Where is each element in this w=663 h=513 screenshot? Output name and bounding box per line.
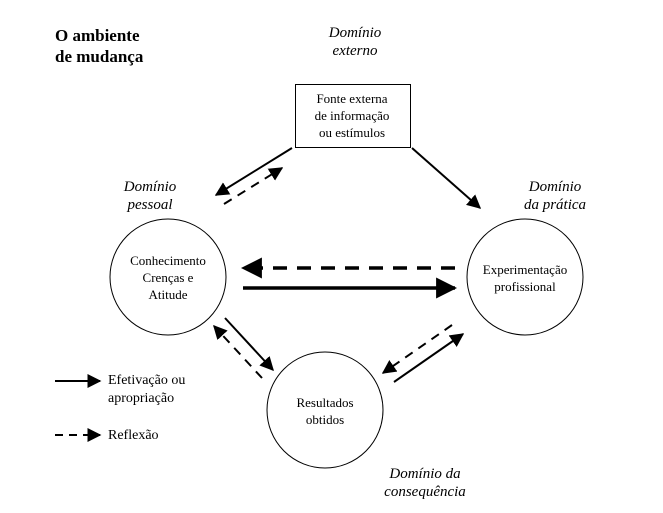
arrow-conhecimento-to-resultados-solid — [225, 318, 273, 370]
label-pessoal: Domínio pessoal — [115, 178, 185, 214]
title-line1: O ambiente — [55, 26, 140, 45]
label-externo: Domínio externo — [320, 24, 390, 60]
node-experimentacao-text: Experimentação profissional — [472, 262, 578, 296]
label-consequencia: Domínio da consequência — [370, 465, 480, 501]
legend-solid-text: Efetivação ou apropriação — [108, 372, 185, 407]
node-externo-text: Fonte externa de informação ou estímulos — [297, 91, 407, 142]
title-line2: de mudança — [55, 47, 143, 66]
label-pratica: Domínio da prática — [510, 178, 600, 214]
diagram-canvas — [0, 0, 663, 513]
arrow-externo-to-conhecimento-solid — [216, 148, 292, 195]
node-resultados-text: Resultados obtidos — [280, 395, 370, 429]
arrow-conhecimento-to-externo-dashed — [224, 168, 282, 204]
diagram-title: O ambiente de mudança — [55, 25, 143, 68]
legend-dashed-text: Reflexão — [108, 427, 159, 445]
arrow-externo-to-experimentacao-solid — [412, 148, 480, 208]
node-conhecimento-text: Conhecimento Crenças e Atitude — [118, 253, 218, 304]
arrow-resultados-to-experimentacao-solid — [394, 334, 463, 382]
arrow-resultados-to-conhecimento-dashed — [214, 326, 262, 378]
